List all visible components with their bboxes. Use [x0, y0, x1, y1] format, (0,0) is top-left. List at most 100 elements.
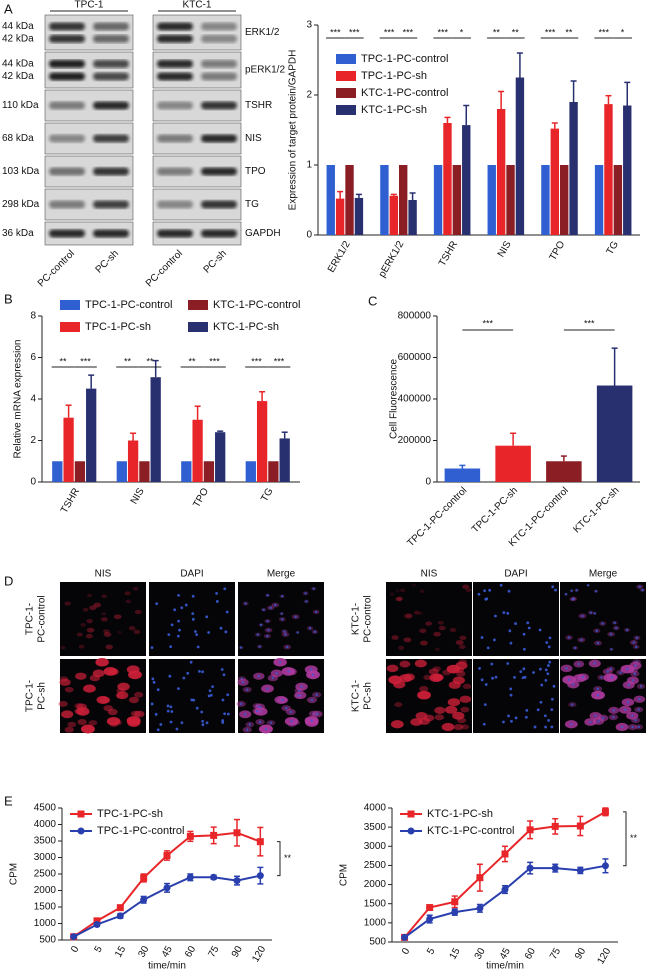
nucleus [267, 628, 270, 632]
panel-letter: B [4, 291, 13, 306]
nucleus [577, 662, 581, 666]
blot-band [93, 72, 129, 81]
nucleus [220, 668, 224, 671]
blot-band [201, 167, 237, 176]
micrograph [473, 582, 559, 656]
legend-label: TPC-1-PC-sh [85, 321, 151, 333]
y-tick-label: 1000 [34, 918, 57, 929]
cell-signal [64, 686, 74, 693]
nucleus [262, 608, 265, 611]
cell-signal [394, 702, 403, 708]
nucleus [168, 674, 172, 678]
cell-signal [390, 720, 404, 729]
nucleus [205, 615, 209, 619]
nucleus [594, 714, 597, 718]
blot-band [93, 200, 129, 209]
significance: *** [274, 356, 285, 366]
nucleus [173, 608, 177, 612]
nucleus [215, 600, 219, 603]
bar [215, 432, 226, 482]
lane-label: PC-control [144, 248, 185, 289]
bar [181, 461, 192, 482]
x-tick-label: 45 [498, 946, 513, 962]
cell-signal [418, 611, 423, 615]
nucleus [256, 633, 260, 636]
nucleus [246, 728, 249, 731]
nucleus [152, 680, 156, 684]
nucleus [633, 672, 637, 675]
y-tick-label: 500 [369, 937, 386, 948]
significance: ** [630, 833, 638, 843]
nucleus [639, 685, 643, 688]
significance: ** [565, 27, 573, 37]
nucleus [221, 698, 225, 702]
significance: ** [512, 27, 520, 37]
legend-swatch [336, 88, 356, 98]
significance: *** [80, 356, 91, 366]
protein-name: TSHR [245, 100, 272, 111]
marker [426, 904, 434, 912]
bar [515, 77, 525, 235]
nucleus [266, 634, 269, 638]
nucleus [244, 602, 247, 605]
cell-signal [107, 708, 118, 716]
marker [140, 874, 148, 882]
panel-letter: E [4, 793, 13, 808]
nucleus [570, 723, 573, 726]
nucleus [264, 727, 268, 731]
nucleus [547, 645, 551, 649]
cell-signal [413, 610, 420, 615]
blot-band [201, 101, 237, 110]
kda-label: 103 kDa [2, 166, 40, 177]
blot-band [93, 229, 129, 238]
marker [601, 808, 609, 816]
row-label: TPC-1- [25, 603, 36, 635]
nucleus [610, 676, 614, 679]
nucleus [550, 708, 554, 711]
blot-band [93, 22, 129, 31]
nucleus [315, 693, 318, 696]
marker [116, 904, 124, 912]
cell-signal [95, 657, 109, 667]
nucleus [155, 602, 159, 605]
y-tick-label: 2500 [34, 869, 57, 880]
significance: ** [493, 27, 501, 37]
blot-band [157, 34, 193, 43]
nucleus [597, 720, 600, 723]
nucleus [524, 715, 528, 719]
cell-signal [444, 705, 458, 714]
nucleus [581, 614, 584, 618]
cell-signal [125, 599, 132, 604]
nucleus [546, 672, 550, 676]
marker [93, 917, 101, 925]
nucleus [151, 677, 155, 681]
nucleus [506, 662, 510, 665]
protein-name: ERK1/2 [245, 27, 280, 38]
nucleus [627, 683, 630, 687]
nucleus [507, 589, 511, 593]
cell-signal [103, 632, 112, 637]
bar [623, 105, 632, 235]
nucleus [494, 614, 497, 618]
marker [476, 874, 484, 882]
nucleus [224, 630, 228, 634]
nucleus [635, 636, 639, 640]
cell-signal [452, 711, 465, 720]
legend-marker [77, 827, 85, 835]
nucleus [506, 611, 510, 615]
nucleus [311, 673, 315, 676]
x-tick-label: 0 [69, 944, 82, 955]
nucleus [547, 664, 550, 667]
nucleus [626, 667, 629, 671]
nucleus [239, 702, 243, 706]
nucleus [619, 671, 622, 674]
cell-signal [67, 721, 77, 728]
channel-label: Merge [267, 569, 296, 580]
nucleus [175, 727, 179, 731]
nucleus [502, 720, 505, 724]
nucleus [547, 718, 551, 722]
y-axis-label: CPM [9, 863, 20, 885]
cell-signal [134, 691, 144, 698]
legend-swatch [60, 300, 80, 310]
y-tick-label: 2000 [364, 879, 387, 890]
